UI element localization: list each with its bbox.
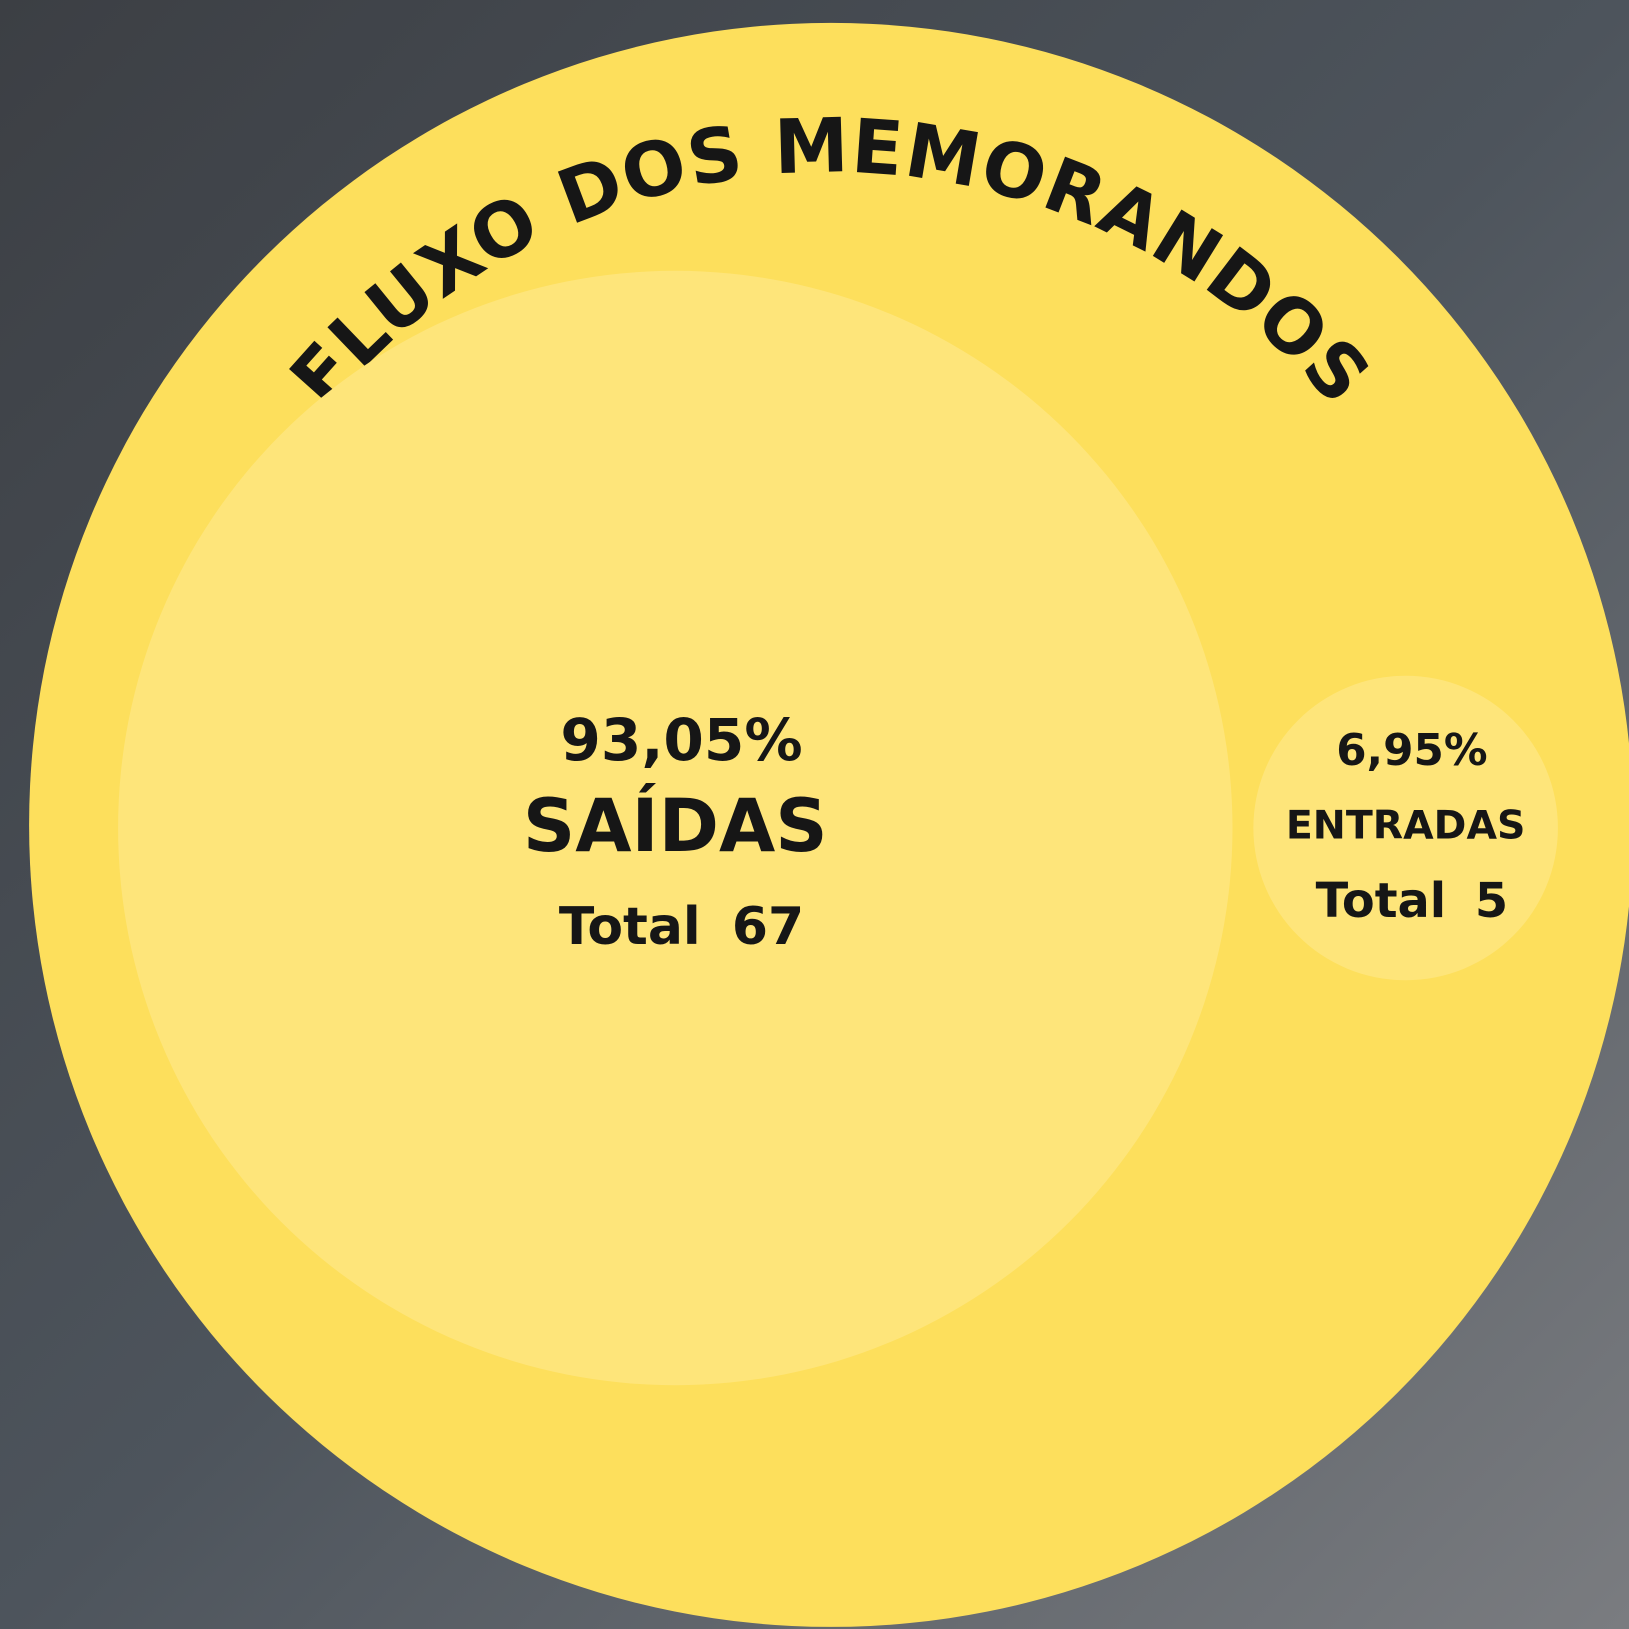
total-text: Total 67 <box>559 897 804 957</box>
total-value: 67 <box>732 897 804 957</box>
total-text: Total 5 <box>1316 874 1508 929</box>
bubble <box>1253 675 1558 981</box>
bubble <box>118 270 1233 1386</box>
value-label: 6,95% <box>1336 726 1487 776</box>
category-label: ENTRADAS <box>1286 803 1526 849</box>
total-label: Total <box>1316 874 1447 929</box>
value-label: 93,05% <box>560 706 802 774</box>
bubbles: 93,05% SAÍDAS Total 67 6,95% ENTRADAS Total 5 <box>118 270 1558 1386</box>
category-label: SAÍDAS <box>523 783 828 869</box>
total-value: 5 <box>1475 874 1508 929</box>
total-label: Total <box>559 897 701 957</box>
